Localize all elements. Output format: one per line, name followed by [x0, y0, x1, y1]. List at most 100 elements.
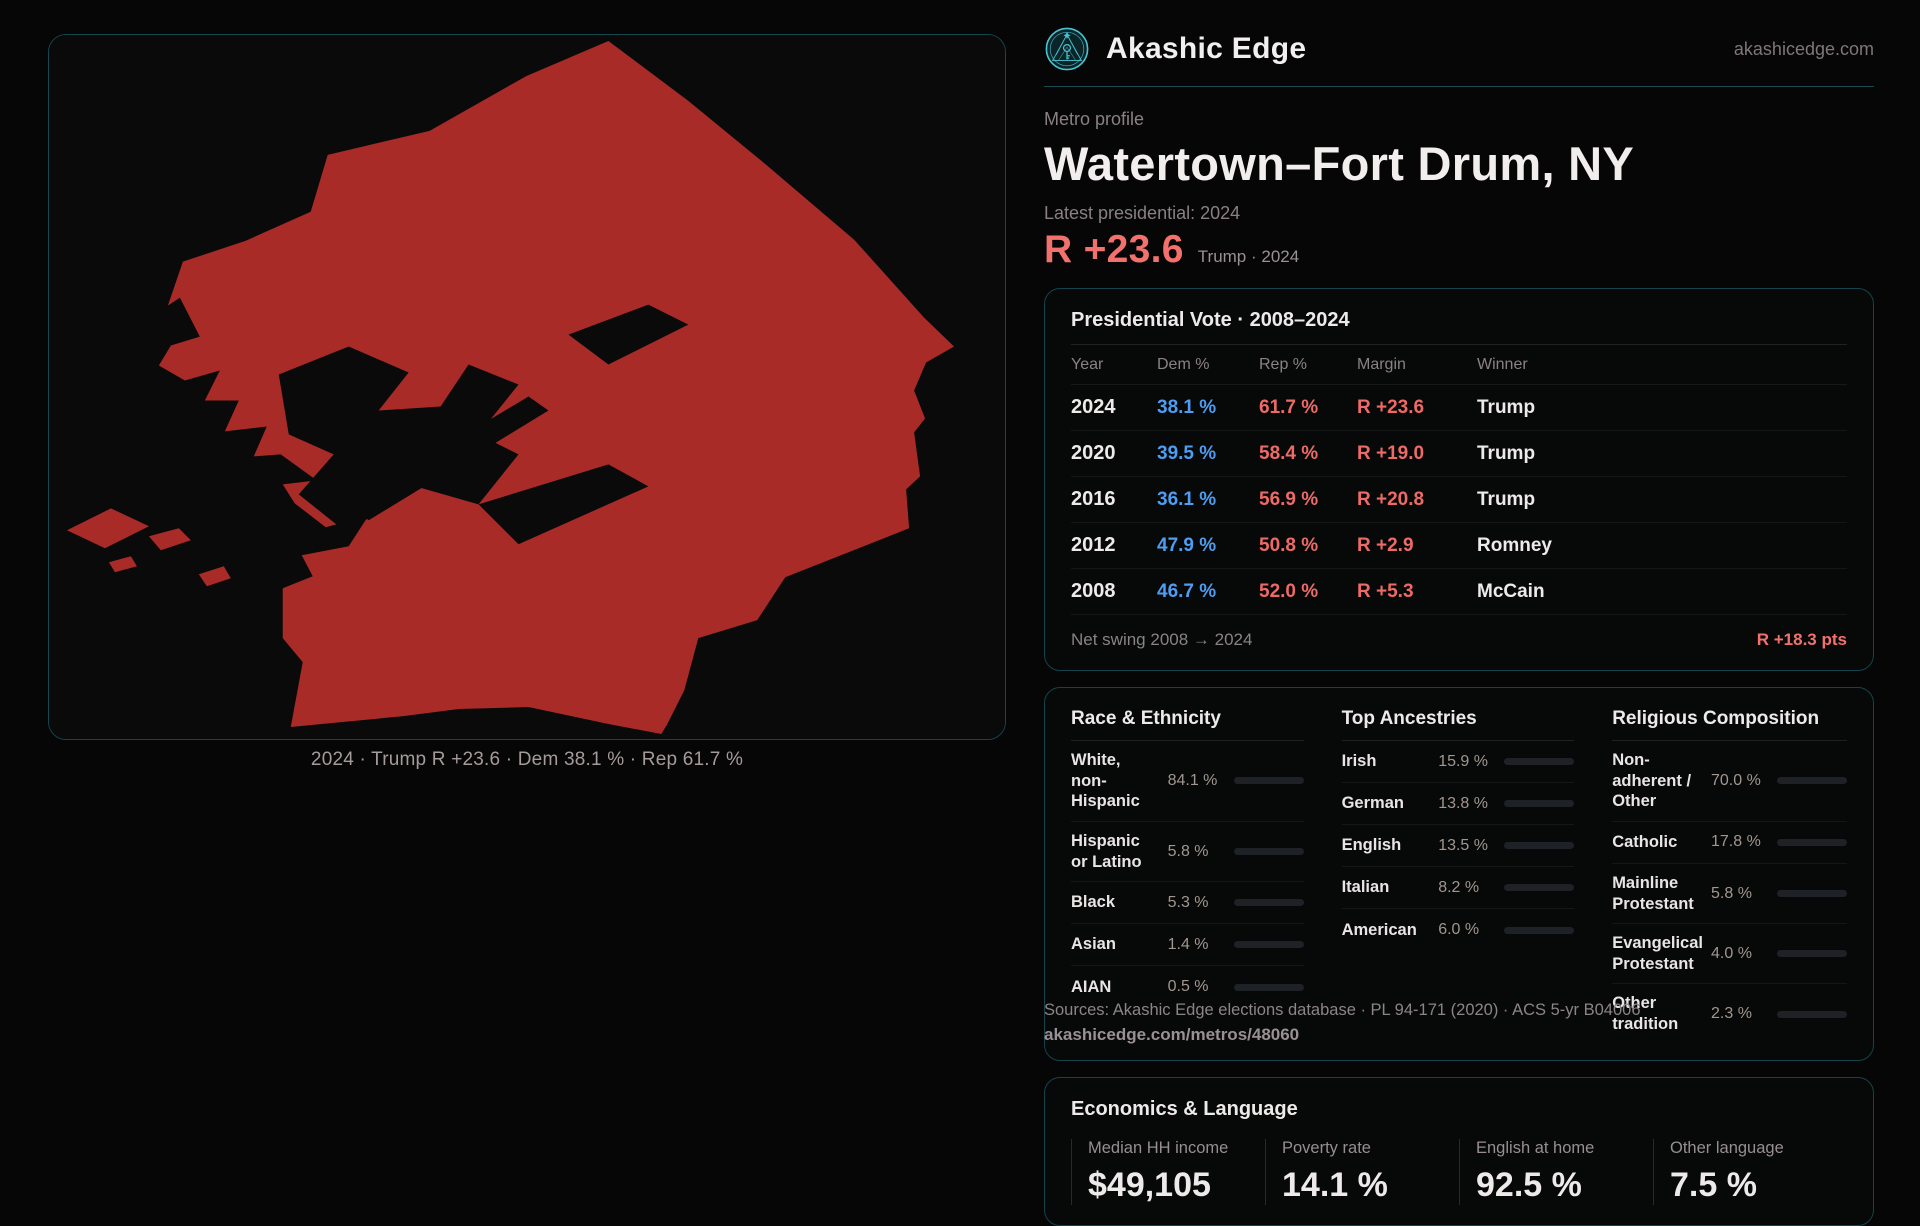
stat-value: 7.5 %	[1670, 1165, 1757, 1204]
cell-rep: 58.4 %	[1259, 442, 1319, 464]
demo-bar	[1504, 926, 1575, 934]
col-dem: Dem %	[1157, 356, 1210, 373]
headline-margin-row: R +23.6 Trump · 2024	[1044, 228, 1874, 272]
headline-margin-context: Trump · 2024	[1197, 247, 1300, 266]
map-inlet-4	[568, 304, 689, 365]
header-divider	[1044, 86, 1874, 87]
map-inlet-2	[348, 396, 549, 521]
stat-label: Median HH income	[1088, 1138, 1229, 1157]
vote-table-title: Presidential Vote · 2008–2024	[1071, 309, 1847, 345]
col-margin: Margin	[1357, 356, 1406, 373]
demo-label: Mainline Protestant	[1612, 873, 1694, 913]
cell-winner: Trump	[1477, 396, 1536, 418]
demo-bar	[1233, 777, 1304, 785]
site-header: Akashic Edge akashicedge.com	[1044, 26, 1874, 72]
stat-value: $49,105	[1088, 1165, 1211, 1204]
cell-rep: 50.8 %	[1259, 534, 1319, 556]
demo-bar	[1777, 1010, 1847, 1018]
cell-dem: 36.1 %	[1157, 488, 1217, 510]
list-item: Mainline Protestant 5.8 %	[1612, 864, 1847, 925]
cell-winner: Romney	[1477, 534, 1552, 556]
cell-winner: Trump	[1477, 442, 1536, 464]
table-row: 2012 47.9 % 50.8 % R +2.9 Romney	[1071, 523, 1847, 569]
table-row: 2020 39.5 % 58.4 % R +19.0 Trump	[1071, 431, 1847, 477]
economics-language-panel: Economics & Language Median HH income $4…	[1044, 1076, 1874, 1226]
demo-bar	[1777, 950, 1847, 958]
demo-label: American	[1341, 920, 1417, 939]
demo-value: 84.1 %	[1167, 771, 1218, 789]
net-swing-label: Net swing 2008 → 2024	[1071, 630, 1253, 649]
list-item: Black 5.3 %	[1071, 882, 1304, 925]
list-item: American 6.0 %	[1342, 909, 1575, 951]
cell-dem: 47.9 %	[1157, 534, 1217, 556]
economics-stats-row: Median HH income $49,105 Poverty rate 14…	[1071, 1138, 1847, 1205]
map-caption: 2024 · Trump R +23.6 · Dem 38.1 % · Rep …	[310, 749, 744, 770]
top-ancestries-column: Top Ancestries Irish 15.9 % German 13.8 …	[1341, 708, 1575, 1044]
list-item: Irish 15.9 %	[1341, 741, 1575, 783]
demo-bar	[1504, 842, 1575, 849]
demographics-panel: Race & Ethnicity White, non-Hispanic 84.…	[1044, 687, 1874, 1061]
presidential-vote-panel: Presidential Vote · 2008–2024 Year Dem %…	[1044, 288, 1874, 671]
demo-bar	[1504, 884, 1575, 891]
stat-value: 92.5 %	[1476, 1165, 1582, 1204]
demo-value: 6.0 %	[1438, 921, 1480, 938]
metro-profile-column: Akashic Edge akashicedge.com Metro profi…	[1044, 26, 1874, 1226]
map-island-4	[198, 566, 231, 587]
cell-year: 2008	[1071, 580, 1116, 602]
demo-value: 8.2 %	[1438, 878, 1480, 896]
cell-margin: R +5.3	[1357, 580, 1414, 602]
table-row: 2024 38.1 % 61.7 % R +23.6 Trump	[1071, 385, 1847, 431]
demo-label: Italian	[1341, 878, 1390, 897]
map-inlet-1	[278, 346, 519, 535]
list-item: Catholic 17.8 %	[1612, 822, 1847, 864]
list-item: White, non-Hispanic 84.1 %	[1071, 741, 1304, 822]
demo-bar	[1233, 983, 1304, 991]
stat-english-at-home: English at home 92.5 %	[1459, 1138, 1653, 1205]
county-map	[49, 35, 1005, 739]
demo-value: 17.8 %	[1711, 833, 1761, 851]
demo-label: Other tradition	[1612, 994, 1679, 1033]
list-item: Asian 1.4 %	[1071, 924, 1304, 967]
permalink[interactable]: akashicedge.com/metros/48060	[1044, 1025, 1300, 1044]
demo-value: 70.0 %	[1711, 771, 1761, 789]
stat-median-hh-income: Median HH income $49,105	[1071, 1138, 1265, 1205]
county-shape	[158, 40, 955, 735]
cell-margin: R +23.6	[1357, 396, 1425, 418]
demo-label: Catholic	[1612, 833, 1678, 852]
col-year: Year	[1071, 356, 1104, 373]
latest-presidential-label: Latest presidential: 2024	[1044, 203, 1241, 223]
brand-domain-link[interactable]: akashicedge.com	[1733, 38, 1874, 59]
list-item: Other tradition 2.3 %	[1612, 984, 1847, 1043]
list-item: Non-adherent / Other 70.0 %	[1612, 741, 1847, 822]
demo-bar	[1504, 758, 1575, 765]
demo-label: Evangelical Protestant	[1612, 934, 1703, 973]
cell-dem: 39.5 %	[1157, 442, 1217, 464]
cell-year: 2024	[1071, 396, 1116, 418]
net-swing-value: R +18.3 pts	[1756, 630, 1847, 649]
demo-label: Irish	[1341, 752, 1377, 771]
demo-bar	[1233, 848, 1304, 855]
cell-dem: 38.1 %	[1157, 396, 1217, 418]
list-item: Hispanic or Latino 5.8 %	[1071, 822, 1304, 883]
cell-rep: 61.7 %	[1259, 396, 1319, 418]
demo-label: English	[1341, 836, 1402, 855]
col-winner: Winner	[1477, 356, 1528, 373]
list-item: Italian 8.2 %	[1341, 867, 1575, 909]
demo-bar	[1504, 800, 1575, 807]
akashic-edge-logo-icon	[1045, 27, 1089, 71]
map-island-2	[148, 528, 191, 551]
stat-label: English at home	[1476, 1138, 1595, 1157]
demo-value: 4.0 %	[1711, 944, 1752, 962]
cell-margin: R +20.8	[1357, 488, 1425, 510]
demo-bar	[1233, 941, 1304, 949]
stat-label: Other language	[1670, 1138, 1784, 1157]
table-row: 2008 46.7 % 52.0 % R +5.3 McCain	[1071, 569, 1847, 615]
list-item: English 13.5 %	[1341, 825, 1575, 867]
demo-label: Black	[1071, 893, 1116, 912]
demo-label: White, non-Hispanic	[1071, 751, 1140, 811]
demo-value: 1.4 %	[1167, 935, 1209, 953]
cell-rep: 56.9 %	[1259, 488, 1319, 510]
demo-bar	[1233, 899, 1304, 907]
stat-value: 14.1 %	[1282, 1165, 1388, 1204]
map-island-3	[108, 556, 137, 573]
